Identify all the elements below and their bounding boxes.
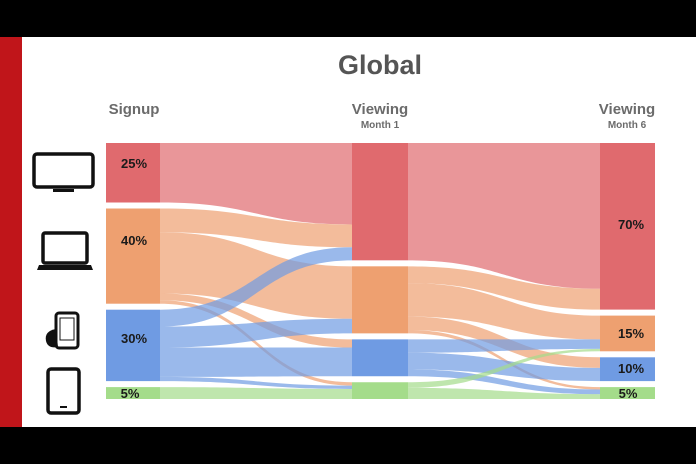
flow-month1-month6-tablet-to-tablet: [408, 387, 600, 399]
node-signup-phone: [106, 309, 160, 382]
flow-signup-month1-phone-to-tablet: [160, 376, 352, 389]
signup-laptop-label: 40%: [121, 233, 147, 248]
node-month6-tv: [600, 143, 655, 310]
flow-signup-month1-phone-to-phone: [160, 347, 352, 377]
node-month1-tablet: [352, 382, 408, 399]
flow-signup-month1-laptop-to-laptop: [160, 232, 352, 319]
stage-label-month6: Viewing: [599, 101, 655, 118]
month6-tablet-label: 5%: [619, 386, 638, 401]
node-signup-tablet: [106, 387, 160, 399]
tablet-icon: [46, 367, 81, 415]
node-layer: [106, 143, 655, 399]
flow-month1-month6-phone-to-laptop: [408, 339, 600, 353]
node-signup-laptop: [106, 208, 160, 304]
flow-month1-month6-tv-to-tv: [408, 143, 600, 289]
tv-icon: [32, 152, 95, 192]
stage-label-month1: Viewing: [352, 101, 408, 118]
flow-month1-month6-laptop-to-tv: [408, 266, 600, 310]
accent-bar: [0, 37, 22, 427]
phone-icon: [45, 311, 80, 350]
stage-sublabel-month1: Month 1: [361, 120, 400, 131]
node-month1-phone: [352, 339, 408, 377]
laptop-icon: [37, 231, 93, 270]
flow-month1-month6-laptop-to-tablet: [408, 330, 600, 390]
node-month1-tv: [352, 143, 408, 261]
node-month6-laptop: [600, 315, 655, 352]
flow-month1-month6-laptop-to-laptop: [408, 283, 600, 340]
slide: Global Signup Viewing Month 1 Viewing Mo…: [0, 37, 696, 427]
stage-sublabel-month6: Month 6: [608, 120, 647, 131]
flow-month1-month6-tablet-to-laptop: [408, 348, 600, 388]
node-signup-tv: [106, 143, 160, 203]
month6-phone-label: 10%: [618, 361, 644, 376]
month6-laptop-label: 15%: [618, 326, 644, 341]
flow-signup-month1-laptop-to-phone: [160, 293, 352, 348]
signup-phone-label: 30%: [121, 331, 147, 346]
flow-signup-month1-laptop-to-tv: [160, 208, 352, 248]
flow-signup-month1-laptop-to-tablet: [160, 300, 352, 386]
node-month6-phone: [600, 357, 655, 382]
flow-signup-month1-phone-to-tv: [160, 247, 352, 327]
flow-layer: [160, 143, 600, 399]
stage-label-signup: Signup: [109, 101, 160, 118]
sankey-chart: Global Signup Viewing Month 1 Viewing Mo…: [32, 50, 655, 415]
node-month6-tablet: [600, 387, 655, 399]
flow-signup-month1-phone-to-laptop: [160, 318, 352, 348]
flow-signup-month1-tv-to-tv: [160, 143, 352, 225]
flow-signup-month1-tablet-to-tablet: [160, 387, 352, 399]
month6-tv-label: 70%: [618, 217, 644, 232]
percent-labels: 25% 40% 30% 5% 70% 15% 10% 5%: [121, 156, 645, 401]
flow-month1-month6-phone-to-tablet: [408, 369, 600, 395]
signup-tablet-label: 5%: [121, 386, 140, 401]
chart-title: Global: [338, 50, 422, 80]
signup-tv-label: 25%: [121, 156, 147, 171]
node-month1-laptop: [352, 266, 408, 334]
